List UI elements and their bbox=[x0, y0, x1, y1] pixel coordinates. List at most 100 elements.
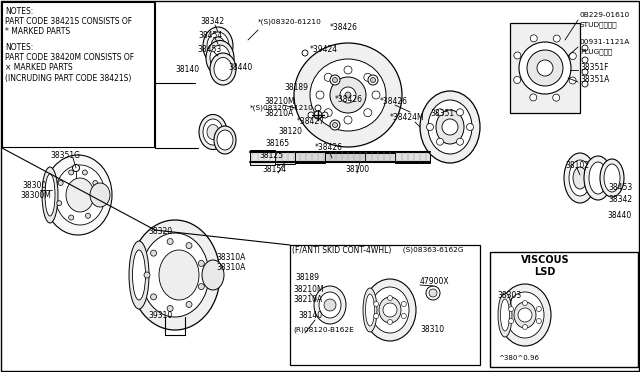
Text: 38454: 38454 bbox=[198, 32, 222, 41]
Text: 38154: 38154 bbox=[262, 166, 286, 174]
Text: 38453: 38453 bbox=[608, 183, 632, 192]
Bar bbox=[490, 252, 638, 367]
Text: 38342: 38342 bbox=[200, 17, 224, 26]
Circle shape bbox=[198, 260, 204, 266]
Bar bbox=[2, 2, 154, 147]
Text: 38351A: 38351A bbox=[580, 76, 609, 84]
Circle shape bbox=[364, 73, 372, 81]
Circle shape bbox=[57, 201, 61, 206]
Text: 38102: 38102 bbox=[565, 160, 589, 170]
Ellipse shape bbox=[206, 41, 234, 76]
Circle shape bbox=[58, 180, 63, 186]
Circle shape bbox=[144, 272, 150, 278]
Circle shape bbox=[374, 314, 379, 318]
Circle shape bbox=[372, 91, 380, 99]
Text: *38426: *38426 bbox=[330, 23, 358, 32]
Circle shape bbox=[570, 52, 576, 60]
Text: 38303: 38303 bbox=[497, 291, 521, 299]
Ellipse shape bbox=[371, 287, 409, 333]
Circle shape bbox=[324, 73, 332, 81]
Ellipse shape bbox=[506, 292, 544, 338]
Circle shape bbox=[314, 111, 322, 119]
Circle shape bbox=[364, 109, 372, 117]
Ellipse shape bbox=[499, 284, 551, 346]
Text: 38210A: 38210A bbox=[264, 109, 293, 118]
Text: * MARKED PARTS: * MARKED PARTS bbox=[5, 28, 70, 36]
Circle shape bbox=[86, 213, 90, 218]
Text: × MARKED PARTS: × MARKED PARTS bbox=[5, 64, 72, 73]
Text: 38165: 38165 bbox=[265, 138, 289, 148]
Ellipse shape bbox=[132, 250, 145, 300]
Text: STUDスタッド: STUDスタッド bbox=[580, 22, 618, 28]
Text: *38427: *38427 bbox=[297, 118, 325, 126]
Circle shape bbox=[72, 164, 79, 171]
Text: 38351: 38351 bbox=[430, 109, 454, 119]
Circle shape bbox=[333, 122, 337, 128]
Text: (R)08120-B162E: (R)08120-B162E bbox=[293, 327, 354, 333]
Text: 00931-1121A: 00931-1121A bbox=[580, 39, 630, 45]
Circle shape bbox=[456, 138, 463, 145]
Circle shape bbox=[436, 109, 444, 116]
Text: *39424: *39424 bbox=[310, 45, 338, 55]
Circle shape bbox=[387, 320, 392, 324]
Circle shape bbox=[426, 286, 440, 300]
Circle shape bbox=[582, 69, 588, 75]
Circle shape bbox=[519, 42, 571, 94]
Ellipse shape bbox=[210, 53, 236, 85]
Circle shape bbox=[333, 77, 337, 83]
Ellipse shape bbox=[330, 77, 366, 113]
Ellipse shape bbox=[199, 115, 227, 150]
Bar bbox=[275, 151, 295, 164]
Circle shape bbox=[324, 299, 336, 311]
Ellipse shape bbox=[210, 45, 230, 71]
Ellipse shape bbox=[66, 178, 94, 212]
Circle shape bbox=[429, 289, 437, 297]
Ellipse shape bbox=[310, 59, 386, 131]
Circle shape bbox=[442, 119, 458, 135]
Circle shape bbox=[527, 50, 563, 86]
Text: 47900X: 47900X bbox=[420, 278, 450, 286]
Text: NOTES:: NOTES: bbox=[5, 44, 33, 52]
Text: 38440: 38440 bbox=[607, 211, 631, 219]
Circle shape bbox=[553, 35, 560, 42]
Ellipse shape bbox=[207, 32, 229, 60]
Text: LSD: LSD bbox=[534, 267, 556, 277]
Circle shape bbox=[344, 116, 352, 124]
Text: PART CODE 38421S CONSISTS OF: PART CODE 38421S CONSISTS OF bbox=[5, 17, 132, 26]
Ellipse shape bbox=[573, 167, 587, 189]
Ellipse shape bbox=[600, 159, 624, 197]
Circle shape bbox=[150, 294, 157, 300]
Circle shape bbox=[316, 91, 324, 99]
Text: 38342: 38342 bbox=[608, 196, 632, 205]
Text: *38424M: *38424M bbox=[390, 113, 424, 122]
Ellipse shape bbox=[214, 126, 236, 154]
Ellipse shape bbox=[589, 162, 607, 194]
Ellipse shape bbox=[90, 183, 110, 207]
Circle shape bbox=[467, 124, 474, 131]
Text: ^380^0.96: ^380^0.96 bbox=[498, 355, 539, 361]
Text: NOTES:: NOTES: bbox=[5, 7, 33, 16]
Text: 38210A: 38210A bbox=[293, 295, 323, 305]
Circle shape bbox=[387, 295, 392, 301]
Circle shape bbox=[536, 307, 541, 311]
Circle shape bbox=[401, 301, 406, 307]
Ellipse shape bbox=[129, 241, 149, 309]
Bar bbox=[250, 150, 275, 165]
Text: 38125: 38125 bbox=[259, 151, 283, 160]
Circle shape bbox=[93, 180, 98, 186]
Ellipse shape bbox=[584, 156, 612, 200]
Circle shape bbox=[198, 283, 204, 290]
Ellipse shape bbox=[214, 58, 232, 80]
Bar bbox=[510, 23, 580, 113]
Ellipse shape bbox=[436, 110, 464, 144]
Text: 38120: 38120 bbox=[278, 126, 302, 135]
Bar bbox=[295, 152, 325, 163]
Circle shape bbox=[324, 109, 332, 117]
Text: 38189: 38189 bbox=[295, 273, 319, 282]
Text: 38310: 38310 bbox=[420, 326, 444, 334]
Circle shape bbox=[514, 52, 521, 59]
Circle shape bbox=[553, 94, 560, 101]
Circle shape bbox=[383, 303, 397, 317]
Circle shape bbox=[530, 94, 537, 101]
Circle shape bbox=[509, 307, 514, 311]
